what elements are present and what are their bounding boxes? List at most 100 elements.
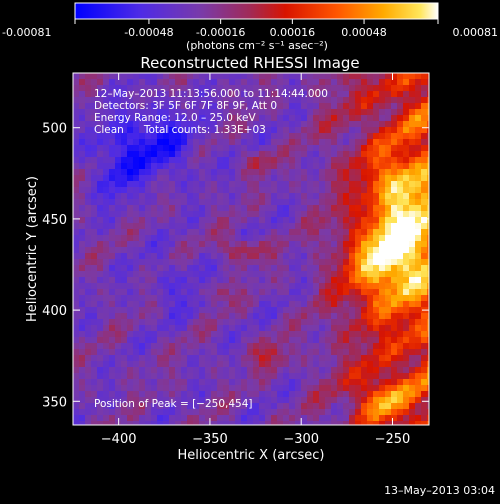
heatmap-cell	[367, 313, 374, 320]
heatmap-cell	[331, 373, 338, 380]
heatmap-cell	[115, 403, 122, 410]
heatmap-cell	[97, 169, 104, 176]
heatmap-cell	[157, 349, 164, 356]
heatmap-cell	[85, 139, 92, 146]
heatmap-cell	[337, 229, 344, 236]
heatmap-cell	[187, 229, 194, 236]
heatmap-cell	[319, 241, 326, 248]
heatmap-cell	[367, 289, 374, 296]
heatmap-cell	[403, 103, 410, 110]
heatmap-cell	[193, 349, 200, 356]
heatmap-cell	[241, 229, 248, 236]
heatmap-cell	[79, 103, 86, 110]
heatmap-cell	[277, 373, 284, 380]
heatmap-cell	[307, 223, 314, 230]
heatmap-cell	[313, 361, 320, 368]
heatmap-cell	[163, 127, 170, 134]
heatmap-cell	[409, 91, 416, 98]
heatmap-cell	[235, 307, 242, 314]
heatmap-cell	[403, 241, 410, 248]
heatmap-cell	[373, 313, 380, 320]
heatmap-cell	[295, 313, 302, 320]
heatmap-cell	[427, 175, 429, 182]
y-tick-label: 450	[42, 213, 67, 228]
heatmap-cell	[385, 223, 392, 230]
heatmap-cell	[241, 379, 248, 386]
heatmap-cell	[79, 193, 86, 200]
heatmap-cell	[229, 385, 236, 392]
heatmap-cell	[217, 295, 224, 302]
heatmap-cell	[307, 313, 314, 320]
y-tick-label: 500	[42, 122, 67, 137]
heatmap-cell	[385, 409, 392, 416]
heatmap-cell	[103, 229, 110, 236]
heatmap-cell	[277, 313, 284, 320]
heatmap-cell	[85, 307, 92, 314]
heatmap-cell	[265, 409, 272, 416]
heatmap-cell	[361, 259, 368, 266]
heatmap-cell	[361, 289, 368, 296]
heatmap-cell	[139, 253, 146, 260]
heatmap-cell	[343, 301, 350, 308]
heatmap-cell	[355, 127, 362, 134]
heatmap-cell	[127, 139, 134, 146]
heatmap-cell	[133, 235, 140, 242]
heatmap-cell	[427, 313, 429, 320]
heatmap-cell	[379, 259, 386, 266]
heatmap-cell	[391, 169, 398, 176]
heatmap-cell	[223, 217, 230, 224]
heatmap-cell	[199, 163, 206, 170]
heatmap-cell	[85, 127, 92, 134]
heatmap-cell	[97, 163, 104, 170]
heatmap-cell	[181, 415, 188, 422]
heatmap-cell	[145, 115, 152, 122]
heatmap-cell	[175, 193, 182, 200]
heatmap-cell	[247, 127, 254, 134]
heatmap-cell	[169, 133, 176, 140]
heatmap-cell	[193, 265, 200, 272]
heatmap-cell	[385, 277, 392, 284]
heatmap-cell	[127, 73, 134, 80]
heatmap-cell	[373, 241, 380, 248]
heatmap-cell	[319, 175, 326, 182]
heatmap-cell	[361, 109, 368, 116]
heatmap-cell	[415, 325, 422, 332]
heatmap-cell	[397, 259, 404, 266]
heatmap-cell	[265, 403, 272, 410]
heatmap-cell	[331, 205, 338, 212]
heatmap-cell	[235, 253, 242, 260]
heatmap-cell	[175, 85, 182, 92]
heatmap-cell	[259, 193, 266, 200]
heatmap-cell	[343, 313, 350, 320]
heatmap-cell	[265, 205, 272, 212]
heatmap-cell	[307, 379, 314, 386]
heatmap-cell	[193, 385, 200, 392]
heatmap-cell	[91, 373, 98, 380]
heatmap-cell	[421, 145, 428, 152]
heatmap-cell	[163, 313, 170, 320]
heatmap-cell	[265, 121, 272, 128]
heatmap-cell	[229, 115, 236, 122]
heatmap-cell	[367, 223, 374, 230]
heatmap-cell	[265, 163, 272, 170]
heatmap-cell	[367, 133, 374, 140]
heatmap-cell	[319, 349, 326, 356]
heatmap-cell	[235, 85, 242, 92]
heatmap-cell	[313, 115, 320, 122]
heatmap-cell	[349, 181, 356, 188]
heatmap-cell	[295, 115, 302, 122]
heatmap-cell	[271, 79, 278, 86]
heatmap-cell	[355, 205, 362, 212]
heatmap-cell	[349, 403, 356, 410]
heatmap-cell	[325, 289, 332, 296]
heatmap-cell	[331, 229, 338, 236]
heatmap-cell	[271, 325, 278, 332]
heatmap-cell	[181, 379, 188, 386]
heatmap-cell	[295, 103, 302, 110]
heatmap-cell	[379, 253, 386, 260]
heatmap-cell	[163, 271, 170, 278]
heatmap-cell	[385, 271, 392, 278]
heatmap-cell	[385, 265, 392, 272]
heatmap-cell	[223, 229, 230, 236]
heatmap-cell	[265, 289, 272, 296]
